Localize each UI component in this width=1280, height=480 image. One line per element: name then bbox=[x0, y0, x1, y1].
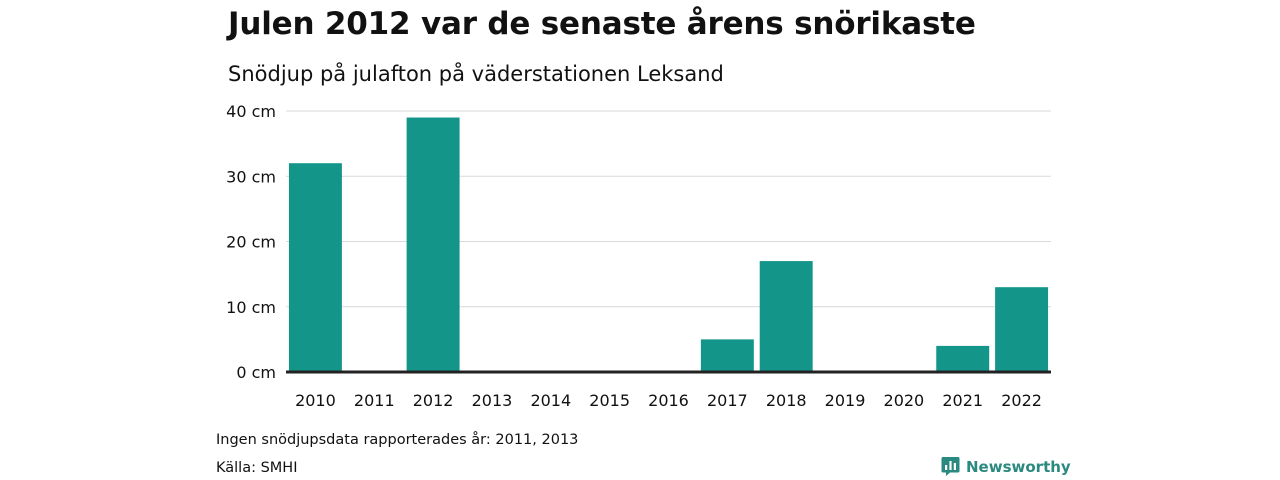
chart-title: Julen 2012 var de senaste årens snörikas… bbox=[228, 6, 976, 42]
source-note: Källa: SMHI bbox=[216, 460, 298, 476]
x-tick-label: 2010 bbox=[295, 391, 336, 410]
bar bbox=[936, 345, 990, 372]
x-tick-label: 2011 bbox=[354, 391, 395, 410]
x-tick-label: 2012 bbox=[413, 391, 454, 410]
x-tick-label: 2015 bbox=[589, 391, 630, 410]
x-tick-label: 2018 bbox=[766, 391, 807, 410]
bar bbox=[759, 261, 813, 372]
x-tick-label: 2013 bbox=[472, 391, 513, 410]
brand-name: Newsworthy bbox=[966, 457, 1071, 476]
x-tick-label: 2017 bbox=[707, 391, 748, 410]
x-tick-label: 2020 bbox=[884, 391, 925, 410]
y-tick-label: 30 cm bbox=[226, 167, 276, 186]
x-tick-label: 2022 bbox=[1001, 391, 1042, 410]
chart-subtitle: Snödjup på julafton på väderstationen Le… bbox=[228, 62, 724, 86]
x-tick-label: 2014 bbox=[530, 391, 571, 410]
x-tick-label: 2016 bbox=[648, 391, 689, 410]
x-tick-label: 2021 bbox=[942, 391, 983, 410]
bar bbox=[700, 339, 754, 372]
y-tick-label: 20 cm bbox=[226, 233, 276, 252]
y-tick-label: 0 cm bbox=[236, 363, 276, 382]
newsworthy-chart-bubble-icon bbox=[941, 457, 960, 476]
bar bbox=[288, 163, 342, 372]
bar bbox=[995, 287, 1049, 372]
brand-logo: Newsworthy bbox=[941, 456, 1071, 477]
y-tick-label: 10 cm bbox=[226, 298, 276, 317]
missing-data-note: Ingen snödjupsdata rapporterades år: 201… bbox=[216, 432, 579, 448]
y-tick-label: 40 cm bbox=[226, 102, 276, 121]
x-tick-label: 2019 bbox=[825, 391, 866, 410]
bar bbox=[406, 117, 460, 373]
bar-chart: 0 cm 10 cm 20 cm 30 cm 40 cm 2010 2011 2012 2013… bbox=[226, 102, 1051, 410]
